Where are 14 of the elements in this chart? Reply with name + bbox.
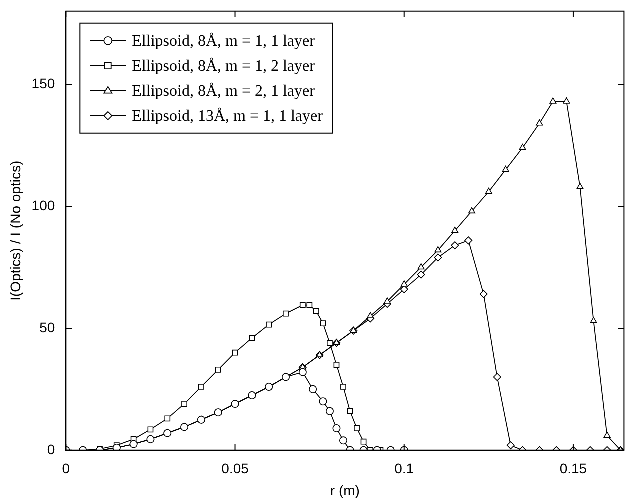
x-tick-label: 0.1 bbox=[394, 460, 414, 477]
legend-label: Ellipsoid, 13Å, m = 1, 1 layer bbox=[132, 107, 324, 126]
x-axis-title: r (m) bbox=[330, 482, 360, 498]
legend-label: Ellipsoid, 8Å, m = 1, 1 layer bbox=[132, 32, 316, 50]
y-tick-label: 50 bbox=[40, 319, 56, 336]
y-axis-title: I(Optics) / I (No optics) bbox=[7, 160, 24, 301]
legend-label: Ellipsoid, 8Å, m = 2, 1 layer bbox=[132, 82, 316, 100]
y-tick-label: 0 bbox=[47, 441, 56, 458]
x-tick-label: 0.15 bbox=[560, 460, 588, 477]
x-tick-label: 0 bbox=[62, 460, 70, 477]
y-tick-label: 150 bbox=[32, 75, 56, 92]
y-tick-label: 100 bbox=[32, 197, 56, 214]
legend-label: Ellipsoid, 8Å, m = 1, 2 layer bbox=[132, 57, 316, 76]
x-tick-label: 0.05 bbox=[222, 460, 250, 477]
